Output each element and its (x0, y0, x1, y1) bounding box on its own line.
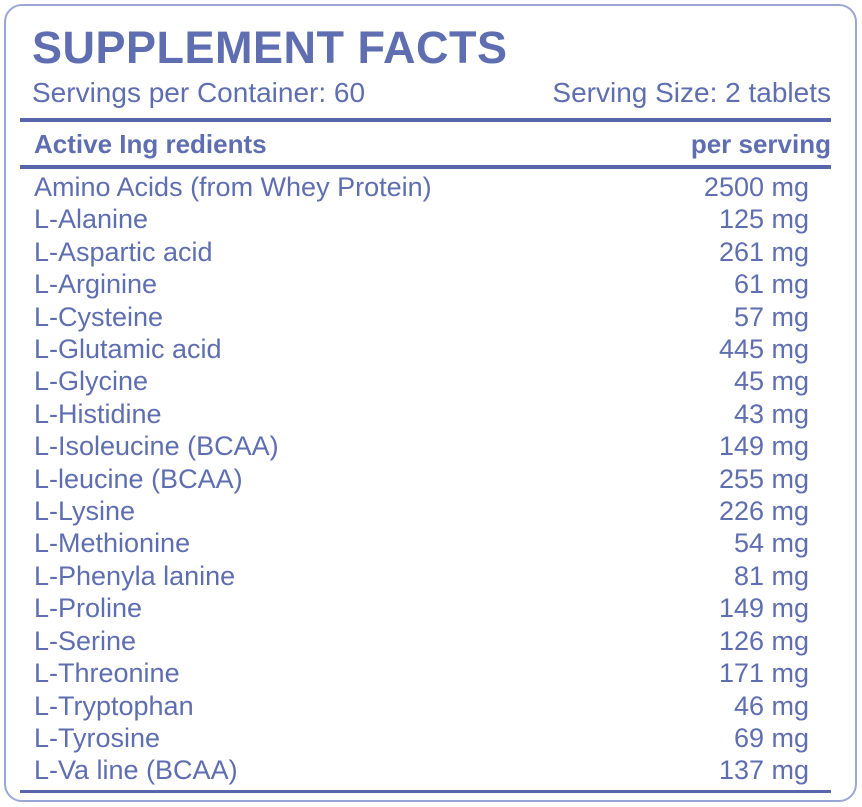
table-row: L-Methionine 54 mg (20, 527, 831, 559)
table-row: L-Serine 126 mg (20, 625, 831, 657)
table-row: L-Glycine 45 mg (20, 365, 831, 397)
table-row: L-Lysine 226 mg (20, 495, 831, 527)
ingredient-amount: 45 mg (733, 366, 809, 397)
ingredient-name: L-Proline (34, 593, 143, 624)
ingredient-name: L-Methionine (34, 528, 191, 559)
ingredient-name: L-Histidine (34, 398, 162, 429)
ingredient-amount: 137 mg (718, 755, 809, 786)
ingredient-name: L-Lysine (34, 496, 136, 527)
ingredient-amount: 261 mg (718, 236, 809, 267)
ingredient-amount: 125 mg (718, 204, 809, 235)
table-row: Amino Acids (from Whey Protein) 2500 mg (20, 171, 831, 203)
table-row: L-Arginine 61 mg (20, 268, 831, 300)
ingredient-name: L-Glutamic acid (34, 334, 222, 365)
serving-size: Serving Size: 2 tablets (552, 77, 831, 108)
ingredient-name: L-Phenyla lanine (34, 560, 236, 591)
ingredient-name: L-Aspartic acid (34, 236, 213, 267)
table-row: L-Histidine 43 mg (20, 398, 831, 430)
ingredients-table: Amino Acids (from Whey Protein) 2500 mg … (20, 171, 831, 787)
ingredient-name: L-Isoleucine (BCAA) (34, 431, 279, 462)
label-content: SUPPLEMENT FACTS Servings per Container:… (20, 6, 831, 793)
ingredient-amount: 81 mg (733, 560, 809, 591)
servings-per-container: Servings per Container: 60 (32, 77, 366, 108)
ingredient-amount: 54 mg (733, 528, 809, 559)
table-row: L-Phenyla lanine 81 mg (20, 560, 831, 592)
table-row: L-Tryptophan 46 mg (20, 690, 831, 722)
table-row: L-Aspartic acid 261 mg (20, 236, 831, 268)
ingredient-name: L-Glycine (34, 366, 149, 397)
ingredient-amount: 226 mg (718, 496, 809, 527)
table-row: L-Tyrosine 69 mg (20, 722, 831, 754)
ingredient-amount: 69 mg (733, 722, 809, 753)
ingredient-name: L-Serine (34, 625, 137, 656)
divider-header (20, 165, 831, 169)
ingredient-amount: 171 mg (718, 658, 809, 689)
ingredient-amount: 126 mg (718, 625, 809, 656)
ingredient-amount: 57 mg (733, 301, 809, 332)
column-header-per-serving: per serving (690, 129, 831, 159)
ingredient-name: L-Alanine (34, 204, 149, 235)
ingredient-name: L-Tryptophan (34, 690, 194, 721)
ingredient-amount: 61 mg (733, 269, 809, 300)
ingredient-name: L-Threonine (34, 658, 180, 689)
serving-info-row: Servings per Container: 60 Serving Size:… (32, 76, 831, 109)
ingredient-name: L-Cysteine (34, 301, 164, 332)
ingredient-name: Amino Acids (from Whey Protein) (34, 172, 432, 202)
column-header-ingredients: Active Ing redients (34, 129, 267, 159)
ingredient-name: L-Tyrosine (34, 722, 161, 753)
ingredient-amount: 2500 mg (703, 172, 809, 202)
ingredient-name: L-Arginine (34, 269, 158, 300)
divider-bottom (20, 789, 831, 793)
table-row: L-Glutamic acid 445 mg (20, 333, 831, 365)
ingredient-amount: 255 mg (718, 463, 809, 494)
ingredient-amount: 445 mg (718, 334, 809, 365)
table-row: L-Va line (BCAA) 137 mg (20, 754, 831, 786)
ingredient-amount: 46 mg (733, 690, 809, 721)
table-row: L-Threonine 171 mg (20, 657, 831, 689)
label-title: SUPPLEMENT FACTS (32, 22, 508, 73)
table-row: L-Cysteine 57 mg (20, 301, 831, 333)
table-row: L-Isoleucine (BCAA) 149 mg (20, 430, 831, 462)
ingredient-amount: 43 mg (733, 398, 809, 429)
table-row: L-Alanine 125 mg (20, 203, 831, 235)
ingredient-amount: 149 mg (718, 431, 809, 462)
table-column-header: Active Ing redients per serving (20, 122, 831, 165)
outer-border: SUPPLEMENT FACTS Servings per Container:… (4, 4, 857, 802)
ingredient-amount: 149 mg (718, 593, 809, 624)
ingredient-name: L-Va line (BCAA) (34, 755, 238, 786)
table-row: L-leucine (BCAA) 255 mg (20, 463, 831, 495)
table-row: L-Proline 149 mg (20, 592, 831, 624)
divider-top (20, 118, 831, 122)
ingredient-name: L-leucine (BCAA) (34, 463, 243, 494)
